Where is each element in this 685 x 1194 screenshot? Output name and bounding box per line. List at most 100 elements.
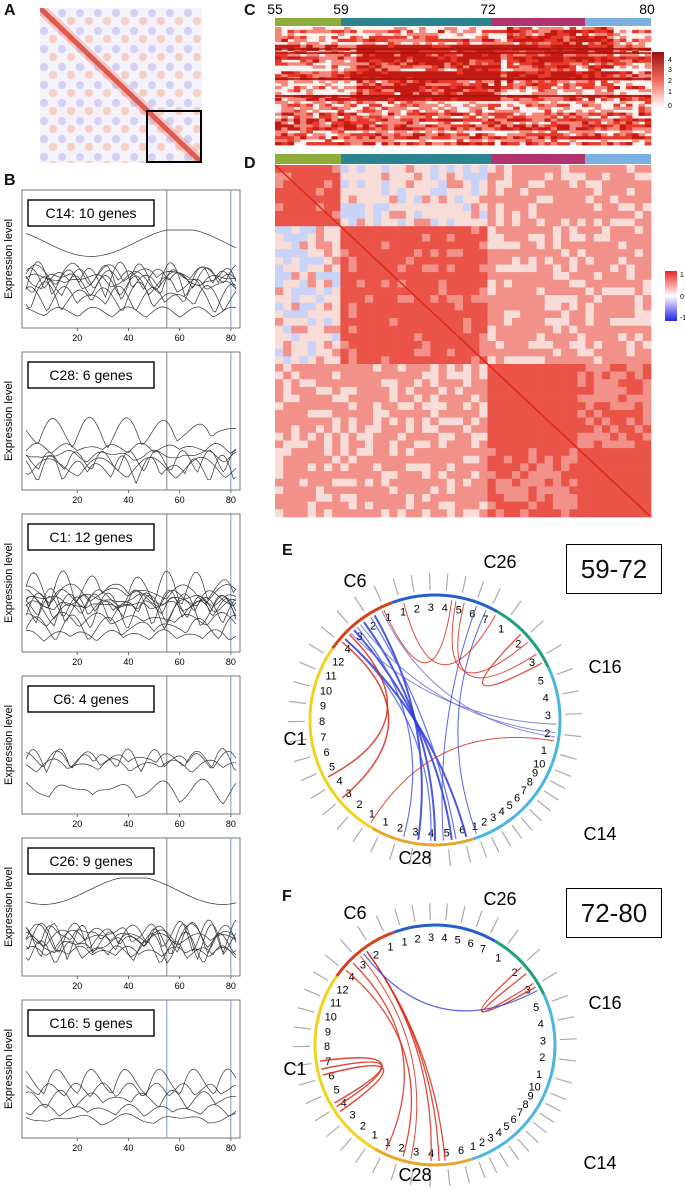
c-cell — [588, 112, 595, 116]
circos-gene-tick — [305, 1096, 322, 1105]
c-cell — [331, 127, 338, 131]
d-cell — [544, 172, 554, 181]
d-cell — [397, 233, 407, 242]
d-cell — [299, 241, 308, 250]
c-cell — [544, 41, 552, 46]
c-cell — [481, 53, 489, 57]
d-cell — [332, 287, 341, 296]
c-tick-72: 72 — [480, 1, 496, 17]
c-cell — [613, 38, 620, 43]
d-cell — [340, 364, 349, 372]
d-cell — [642, 379, 652, 388]
d-cell — [373, 486, 382, 495]
d-cell — [324, 195, 333, 204]
c-cell — [488, 44, 495, 48]
plot-title: C6: 4 genes — [53, 691, 129, 707]
d-cell — [552, 272, 562, 281]
c-cell — [387, 41, 395, 46]
c-cell — [412, 136, 420, 140]
c-heatmap-cells — [275, 27, 652, 146]
d-cell — [454, 195, 464, 204]
d-cell — [364, 272, 374, 281]
d-cell — [642, 226, 652, 235]
d-cell — [618, 333, 627, 342]
c-cell — [444, 89, 451, 93]
c-cell — [607, 121, 614, 125]
c-cell — [287, 74, 295, 78]
c-cell — [475, 142, 483, 146]
d-cell — [634, 188, 644, 196]
c-cell — [463, 53, 470, 57]
c-cell — [331, 29, 338, 34]
d-cell — [463, 226, 472, 235]
d-cell — [610, 210, 619, 219]
c-cell — [531, 124, 539, 128]
c-cell — [607, 35, 614, 40]
c-cell — [400, 86, 407, 90]
d-cell — [348, 478, 358, 487]
circos-gene-tick — [409, 1167, 414, 1185]
c-cell — [619, 62, 627, 66]
c-cell — [557, 133, 564, 137]
c-cell — [513, 29, 520, 34]
c-cell — [500, 41, 508, 46]
d-cell — [364, 279, 374, 288]
c-cell — [469, 97, 476, 102]
c-cell — [331, 71, 338, 75]
d-cell — [446, 448, 456, 457]
d-cell — [405, 241, 415, 250]
circos-gene-tick — [465, 845, 472, 863]
d-cell — [364, 486, 374, 495]
c-cell — [531, 80, 539, 84]
c-cell — [463, 56, 470, 60]
d-cell — [340, 256, 349, 265]
d-cell — [430, 272, 439, 281]
circos-gene-tick — [508, 1145, 520, 1160]
gene-series-line — [25, 281, 237, 313]
c-cell — [569, 53, 577, 57]
d-cell — [503, 287, 513, 296]
c-cell — [475, 71, 483, 75]
gene-series-line — [25, 1113, 237, 1126]
c-cell — [375, 124, 382, 128]
circos-gene-number: 3 — [525, 985, 531, 997]
d-cell — [381, 356, 390, 365]
c-cell — [394, 89, 401, 93]
d-cell — [512, 501, 521, 510]
d-cell — [577, 386, 586, 395]
c-cell — [325, 71, 332, 75]
d-cell — [438, 210, 447, 219]
d-cell — [503, 356, 513, 365]
d-cell — [397, 494, 407, 502]
circos-link — [383, 600, 453, 664]
c-cell — [425, 62, 432, 66]
d-cell — [430, 371, 439, 380]
d-cell — [610, 494, 619, 502]
d-cell — [446, 195, 456, 204]
d-cell — [520, 501, 529, 510]
d-cell — [283, 440, 292, 449]
d-cell — [381, 471, 390, 480]
c-cell — [425, 68, 432, 72]
d-cell — [438, 165, 447, 173]
d-cell — [356, 172, 366, 181]
d-cell — [299, 509, 308, 518]
d-cell — [373, 188, 382, 196]
d-cell — [561, 341, 570, 349]
c-cell — [412, 59, 420, 63]
d-cell — [487, 272, 496, 281]
d-cell — [454, 371, 464, 380]
c-cell — [519, 32, 526, 37]
d-cell — [397, 287, 407, 296]
circos-gene-number: 2 — [539, 1052, 545, 1064]
c-cell — [563, 133, 570, 137]
d-cell — [618, 455, 627, 464]
d-cell — [291, 448, 300, 457]
d-cell — [414, 195, 423, 204]
c-cell — [557, 27, 564, 31]
c-cell — [437, 41, 445, 46]
d-cell — [414, 203, 423, 212]
d-cell — [495, 310, 505, 319]
c-cell — [300, 118, 307, 122]
c-cell — [544, 32, 552, 37]
